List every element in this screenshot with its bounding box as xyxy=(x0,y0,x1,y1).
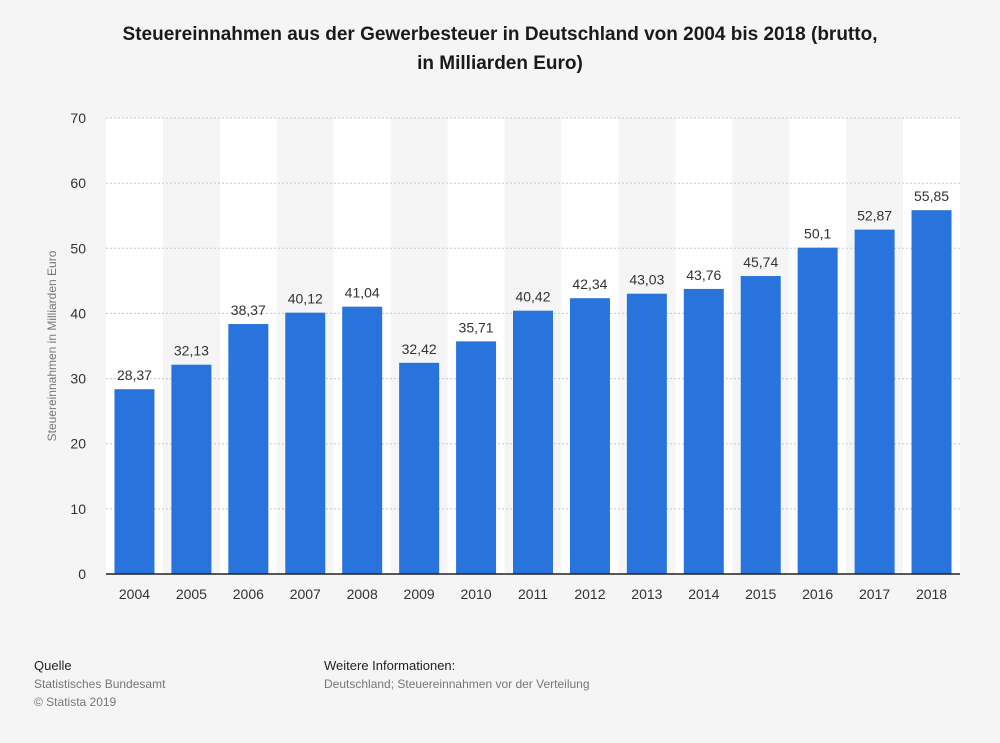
x-tick-label: 2005 xyxy=(176,586,207,602)
x-tick-label: 2011 xyxy=(518,586,548,602)
bar xyxy=(399,362,440,574)
bar xyxy=(797,247,838,575)
bar xyxy=(342,306,383,574)
chart-title: Steuereinnahmen aus der Gewerbesteuer in… xyxy=(40,20,960,78)
x-tick-label: 2010 xyxy=(460,586,491,602)
value-label: 32,13 xyxy=(174,343,209,359)
value-label: 35,71 xyxy=(459,319,494,335)
bar xyxy=(228,324,269,574)
bar xyxy=(854,229,895,574)
x-tick-label: 2016 xyxy=(802,586,833,602)
bar xyxy=(114,389,155,574)
info-block: Weitere Informationen: Deutschland; Steu… xyxy=(324,657,590,693)
source-heading: Quelle xyxy=(34,658,72,673)
x-tick-label: 2004 xyxy=(119,586,150,602)
y-tick-label: 50 xyxy=(70,240,86,256)
value-label: 50,1 xyxy=(804,226,831,242)
value-label: 42,34 xyxy=(572,276,607,292)
x-tick-label: 2008 xyxy=(347,586,378,602)
chart-title-line-1: Steuereinnahmen aus der Gewerbesteuer in… xyxy=(122,24,878,45)
value-label: 45,74 xyxy=(743,254,778,270)
x-tick-label: 2014 xyxy=(688,586,719,602)
source-name: Statistisches Bundesamt xyxy=(34,677,166,691)
chart-title-line-2: in Milliarden Euro) xyxy=(417,53,583,74)
info-text: Deutschland; Steuereinnahmen vor der Ver… xyxy=(324,677,590,691)
info-heading: Weitere Informationen: xyxy=(324,658,456,673)
y-tick-label: 20 xyxy=(70,436,86,452)
y-tick-label: 60 xyxy=(70,175,86,191)
x-tick-label: 2013 xyxy=(631,586,662,602)
value-label: 41,04 xyxy=(345,285,380,301)
y-tick-label: 40 xyxy=(70,305,86,321)
value-label: 32,42 xyxy=(402,341,437,357)
x-tick-label: 2018 xyxy=(916,586,947,602)
source-block: Quelle Statistisches Bundesamt © Statist… xyxy=(34,657,165,711)
y-axis-title: Steuereinnahmen in Milliarden Euro xyxy=(45,250,59,441)
bar xyxy=(171,364,212,574)
y-tick-label: 30 xyxy=(70,371,86,387)
bar xyxy=(513,310,553,574)
bar xyxy=(285,312,326,574)
value-label: 38,37 xyxy=(231,302,266,318)
x-tick-label: 2009 xyxy=(404,586,435,602)
bar xyxy=(626,293,667,574)
bar xyxy=(911,210,952,575)
bar xyxy=(740,276,781,574)
value-label: 43,03 xyxy=(629,272,664,288)
y-tick-label: 10 xyxy=(70,501,86,517)
bar xyxy=(569,298,610,574)
bar xyxy=(456,341,497,574)
value-label: 28,37 xyxy=(117,367,152,383)
bar xyxy=(683,288,724,574)
value-label: 55,85 xyxy=(914,188,949,204)
value-label: 40,12 xyxy=(288,291,323,307)
x-tick-label: 2017 xyxy=(859,586,890,602)
value-label: 52,87 xyxy=(857,208,892,224)
value-label: 43,76 xyxy=(686,267,721,283)
x-tick-label: 2012 xyxy=(574,586,605,602)
y-tick-label: 70 xyxy=(70,110,86,126)
x-tick-label: 2015 xyxy=(745,586,776,602)
bar-chart: 0 10 20 30 40 50 60 70 Steuereinnahmen in Millia… xyxy=(45,110,960,602)
x-tick-label: 2006 xyxy=(233,586,264,602)
value-label: 40,42 xyxy=(515,289,550,305)
y-tick-label: 0 xyxy=(78,566,86,582)
copyright-note: © Statista 2019 xyxy=(34,695,117,709)
x-tick-label: 2007 xyxy=(290,586,321,602)
